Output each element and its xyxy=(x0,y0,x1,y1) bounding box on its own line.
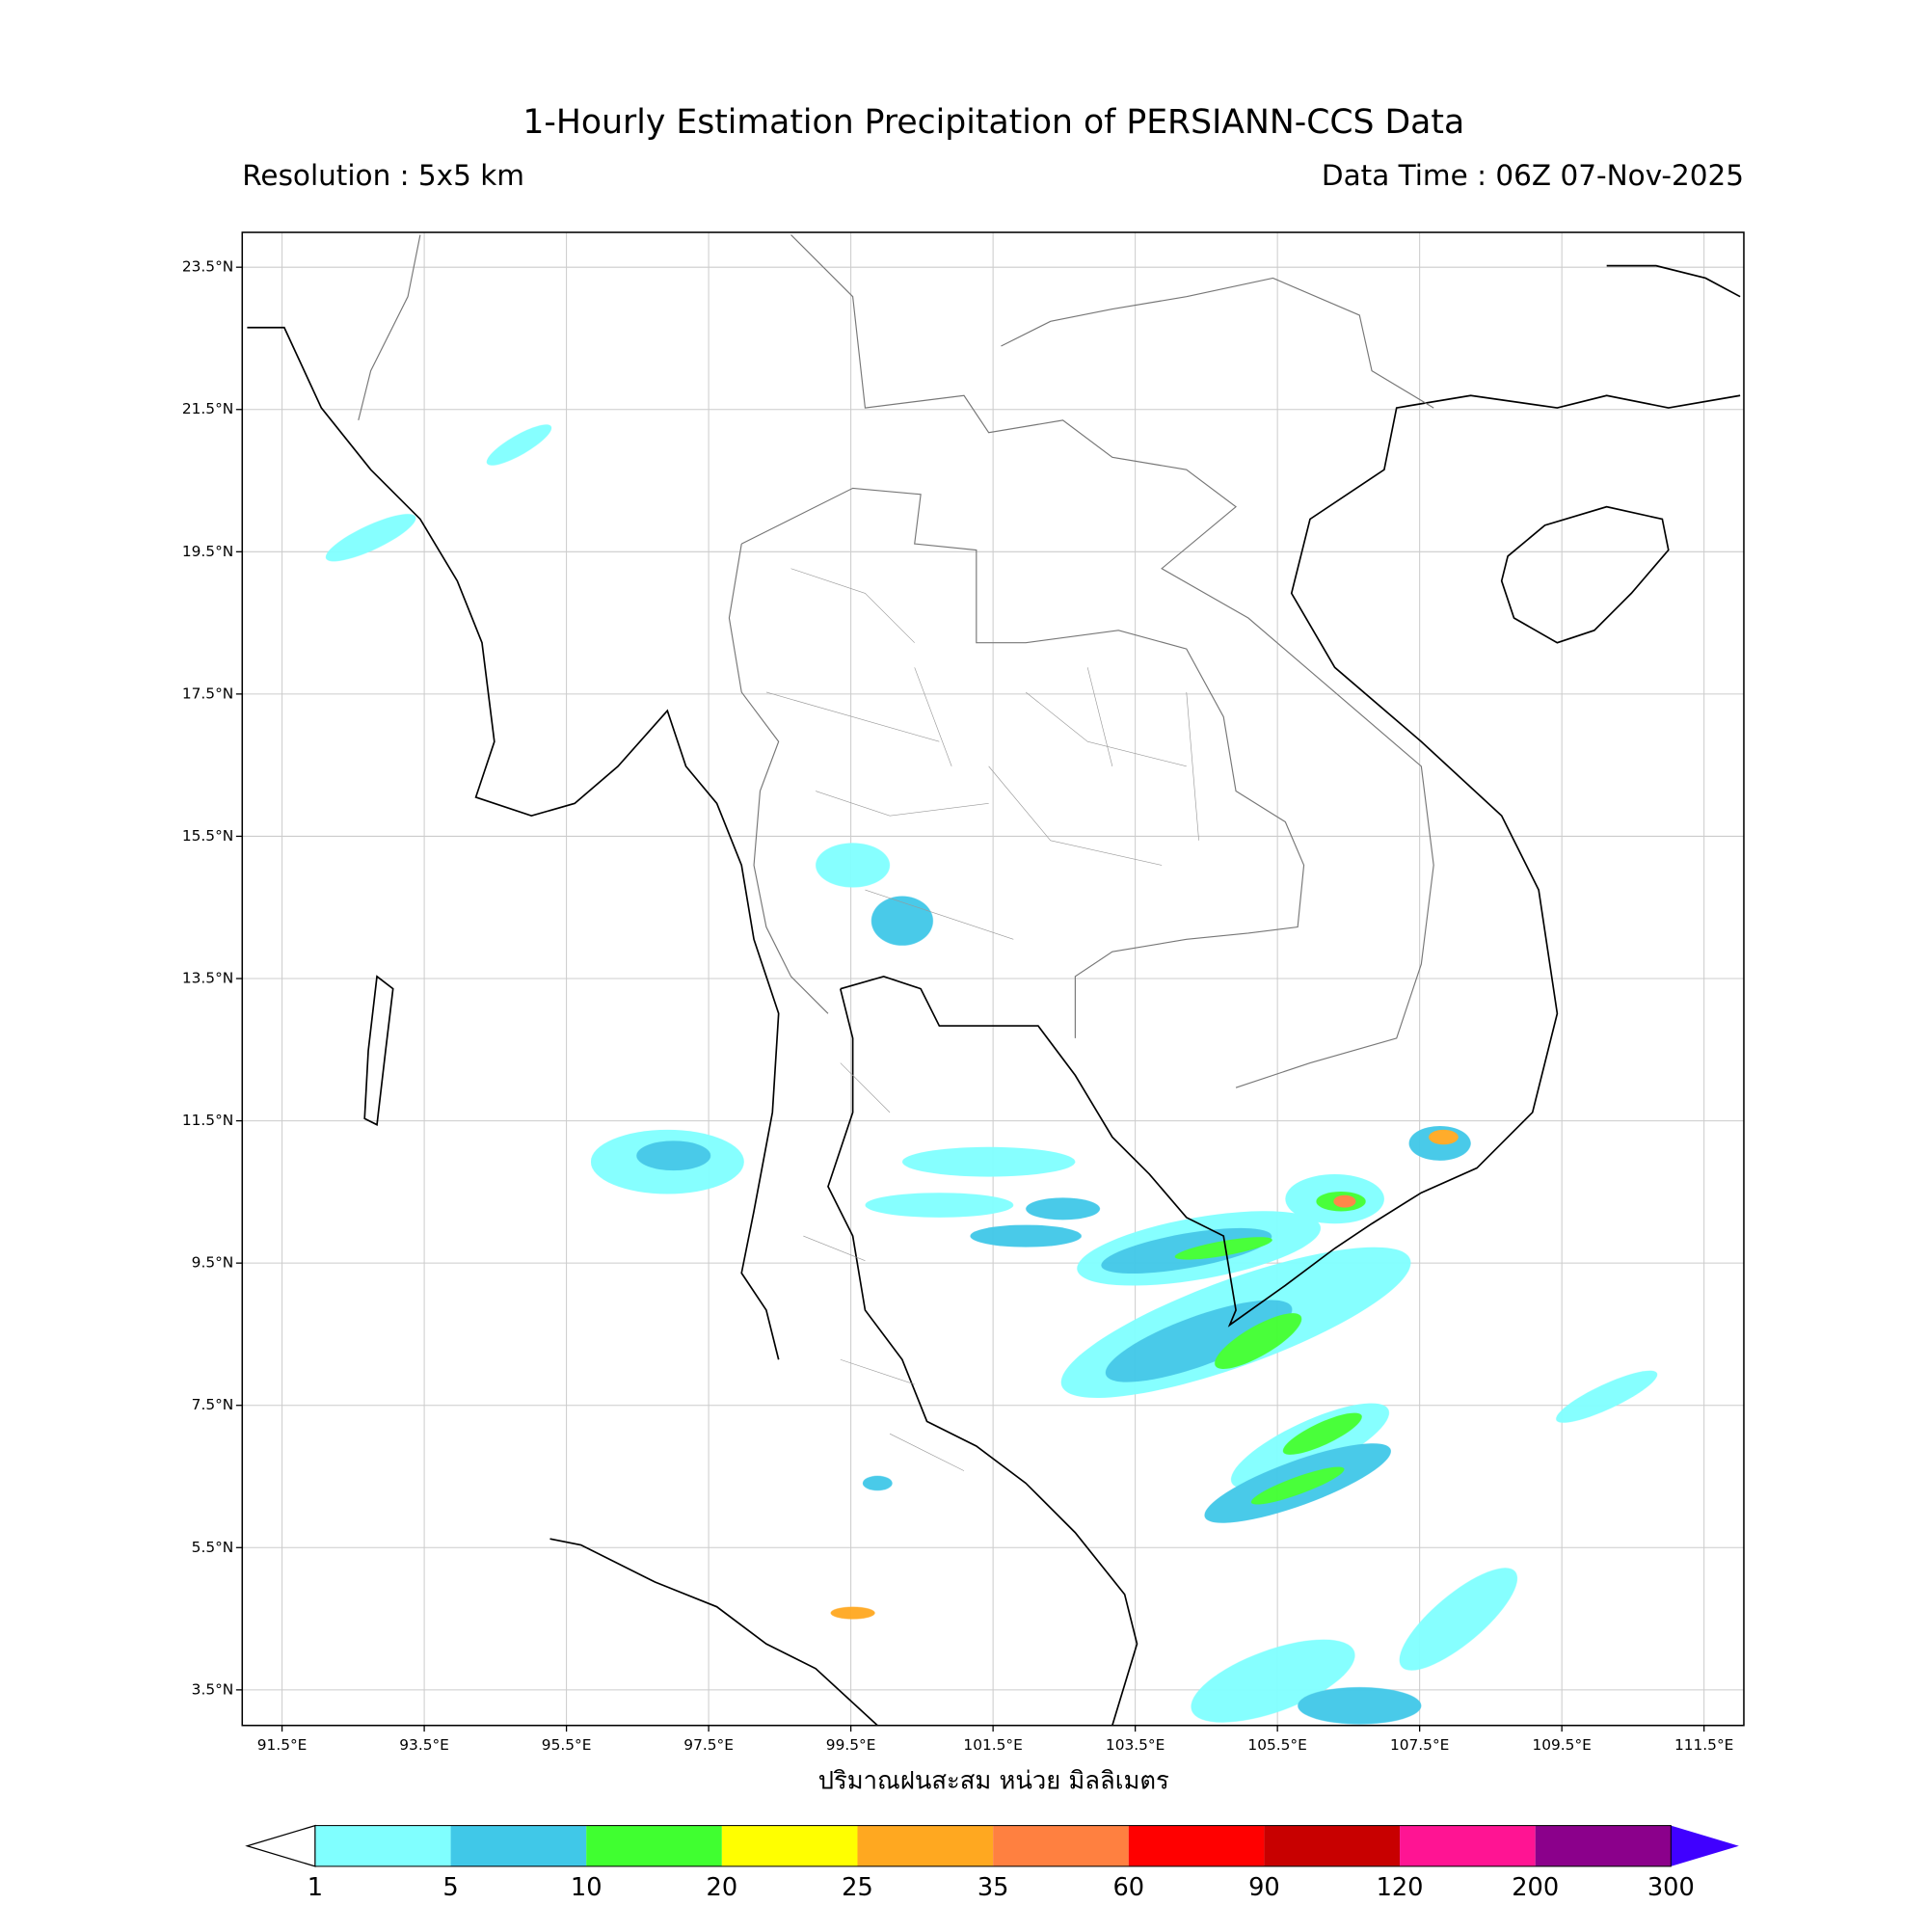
map-layer xyxy=(247,234,1741,1726)
colorbar-label: 20 xyxy=(707,1873,738,1902)
border xyxy=(740,487,1305,1038)
colorbar-box xyxy=(586,1825,722,1866)
y-tick-label: 15.5°N xyxy=(182,827,233,845)
y-tick-label: 5.5°N xyxy=(192,1539,234,1556)
province-lines xyxy=(765,568,1199,1471)
colorbar-label: 300 xyxy=(1647,1873,1695,1902)
border xyxy=(358,234,421,421)
colorbar-label: 90 xyxy=(1248,1873,1280,1902)
border xyxy=(728,544,829,1014)
x-tick-label: 111.5°E xyxy=(1674,1736,1733,1754)
colorbar: 1 5 10 20 25 35 60 90 120 200 300 xyxy=(245,1824,1739,1902)
x-tick-label: 91.5°E xyxy=(257,1736,308,1754)
x-tick-label: 109.5°E xyxy=(1532,1736,1591,1754)
colorbar-box xyxy=(1400,1825,1536,1866)
x-tick-label: 107.5°E xyxy=(1390,1736,1449,1754)
colorbar-box xyxy=(1535,1825,1672,1866)
colorbar-box xyxy=(721,1825,858,1866)
coastline xyxy=(827,988,1138,1726)
y-tick-label: 11.5°N xyxy=(182,1112,233,1129)
coastline xyxy=(549,1538,878,1726)
x-tick-label: 99.5°E xyxy=(826,1736,876,1754)
border xyxy=(790,234,1434,1088)
colorbar-box xyxy=(857,1825,994,1866)
island xyxy=(1500,505,1670,644)
colorbar-under xyxy=(245,1824,316,1867)
precip xyxy=(325,424,1658,1725)
x-tick-label: 103.5°E xyxy=(1106,1736,1165,1754)
coastline xyxy=(840,394,1741,1328)
colorbar-label: 10 xyxy=(571,1873,602,1902)
x-tick-label: 105.5°E xyxy=(1247,1736,1306,1754)
x-tick-label: 93.5°E xyxy=(399,1736,449,1754)
colorbar-box xyxy=(450,1825,587,1866)
colorbar-label: 120 xyxy=(1377,1873,1424,1902)
colorbar-label: 200 xyxy=(1512,1873,1559,1902)
y-tick-label: 19.5°N xyxy=(182,543,233,560)
island xyxy=(363,975,394,1126)
x-tick-label: 97.5°E xyxy=(683,1736,734,1754)
y-tick-label: 7.5°N xyxy=(192,1396,234,1413)
coastline xyxy=(1606,264,1741,298)
border xyxy=(1001,277,1434,409)
title: 1-Hourly Estimation Precipitation of PER… xyxy=(522,103,1464,142)
y-tick-label: 21.5°N xyxy=(182,400,233,417)
colorbar-label: 25 xyxy=(842,1873,873,1902)
y-tick-label: 9.5°N xyxy=(192,1254,234,1272)
colorbar-over xyxy=(1671,1825,1739,1866)
x-axis-label: ปริมาณฝนสะสม หน่วย มิลลิเมตร xyxy=(818,1767,1169,1796)
colorbar-box xyxy=(1264,1825,1401,1866)
colorbar-box xyxy=(993,1825,1129,1866)
x-tick-label: 101.5°E xyxy=(963,1736,1022,1754)
y-tick-label: 3.5°N xyxy=(192,1680,234,1698)
y-tick-label: 17.5°N xyxy=(182,684,233,702)
colorbar-label: 35 xyxy=(977,1873,1009,1902)
colorbar-label: 1 xyxy=(308,1873,323,1902)
coastline xyxy=(247,326,780,1360)
x-tick-label: 95.5°E xyxy=(542,1736,592,1754)
colorbar-frame xyxy=(314,1825,1672,1867)
colorbar-box xyxy=(314,1825,451,1866)
y-tick-label: 23.5°N xyxy=(182,258,233,276)
resolution: Resolution : 5x5 km xyxy=(242,159,524,192)
grid xyxy=(242,232,1744,1726)
colorbar-box xyxy=(1128,1825,1265,1866)
data-time: Data Time : 06Z 07-Nov-2025 xyxy=(1322,159,1744,192)
colorbar-label: 60 xyxy=(1112,1873,1144,1902)
colorbar-label: 5 xyxy=(442,1873,458,1902)
y-tick-label: 13.5°N xyxy=(182,970,233,987)
